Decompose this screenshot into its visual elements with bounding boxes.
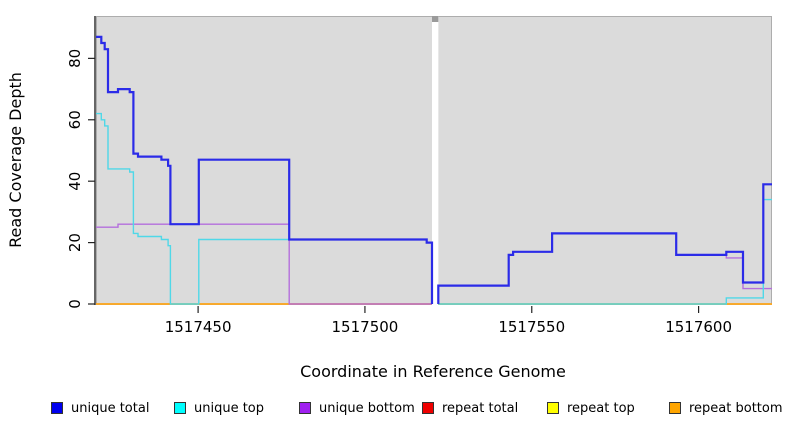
x-tick-label: 1517550 bbox=[498, 318, 565, 336]
legend-label: unique bottom bbox=[319, 400, 415, 416]
y-tick-label: 20 bbox=[66, 233, 84, 252]
x-tick-label: 1517500 bbox=[332, 318, 399, 336]
x-tick-label: 1517600 bbox=[665, 318, 732, 336]
legend-swatch bbox=[299, 402, 311, 414]
legend-swatch bbox=[669, 402, 681, 414]
y-tick-label: 80 bbox=[66, 49, 84, 68]
legend-label: unique top bbox=[194, 400, 265, 416]
legend-swatch bbox=[547, 402, 559, 414]
legend-item-unique-total: unique total bbox=[51, 400, 149, 416]
legend-label: repeat top bbox=[567, 400, 635, 416]
series-line-unique-total bbox=[96, 35, 772, 304]
legend-swatch bbox=[422, 402, 434, 414]
legend-item-repeat-bottom: repeat bottom bbox=[669, 400, 783, 416]
y-axis-ticks: 0 20 40 60 80 bbox=[66, 49, 95, 309]
legend-label: unique total bbox=[71, 400, 150, 416]
coverage-gap bbox=[431, 16, 439, 305]
legend-label: repeat bottom bbox=[689, 400, 783, 416]
x-axis-title: Coordinate in Reference Genome bbox=[300, 362, 566, 381]
x-axis-ticks: 1517450 1517500 1517550 1517600 bbox=[165, 306, 732, 336]
legend-label: repeat total bbox=[442, 400, 519, 416]
legend-item-repeat-total: repeat total bbox=[422, 400, 518, 416]
series-line-unique-top bbox=[96, 112, 772, 305]
x-tick-label: 1517450 bbox=[165, 318, 232, 336]
y-tick-label: 60 bbox=[66, 110, 84, 129]
y-tick-label: 0 bbox=[66, 299, 84, 309]
legend-item-unique-top: unique top bbox=[174, 400, 264, 416]
y-tick-label: 40 bbox=[66, 172, 84, 191]
legend-swatch bbox=[174, 402, 186, 414]
legend-item-unique-bottom: unique bottom bbox=[299, 400, 415, 416]
legend-swatch bbox=[51, 402, 63, 414]
gap-top-notch bbox=[431, 16, 439, 22]
coverage-chart: 1517450 1517500 1517550 1517600 0 20 40 60 80 Co… bbox=[6, 16, 772, 381]
y-axis-title: Read Coverage Depth bbox=[6, 72, 25, 248]
legend-item-repeat-top: repeat top bbox=[547, 400, 635, 416]
coverage-chart-area: 1517450 1517500 1517550 1517600 0 20 40 60 80 Co… bbox=[6, 16, 772, 381]
legend: unique total unique top unique bottom repea… bbox=[0, 397, 792, 423]
